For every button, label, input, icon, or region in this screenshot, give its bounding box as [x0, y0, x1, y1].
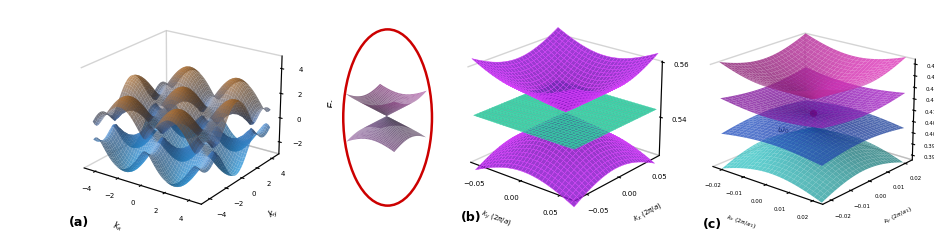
Text: (c): (c): [703, 218, 722, 231]
Y-axis label: $k_y$ $(2\pi/a_1)$: $k_y$ $(2\pi/a_1)$: [883, 205, 914, 228]
Text: (b): (b): [461, 211, 482, 224]
X-axis label: $k_x$: $k_x$: [111, 219, 124, 234]
Y-axis label: $k_x$ $(2\pi/a)$: $k_x$ $(2\pi/a)$: [631, 201, 664, 224]
Y-axis label: $k_y$: $k_y$: [266, 205, 282, 222]
X-axis label: $k_x$ $(2\pi/a_1)$: $k_x$ $(2\pi/a_1)$: [725, 213, 757, 231]
X-axis label: $k_y$ $(2\pi/a)$: $k_y$ $(2\pi/a)$: [479, 208, 513, 230]
Text: (a): (a): [69, 215, 90, 229]
